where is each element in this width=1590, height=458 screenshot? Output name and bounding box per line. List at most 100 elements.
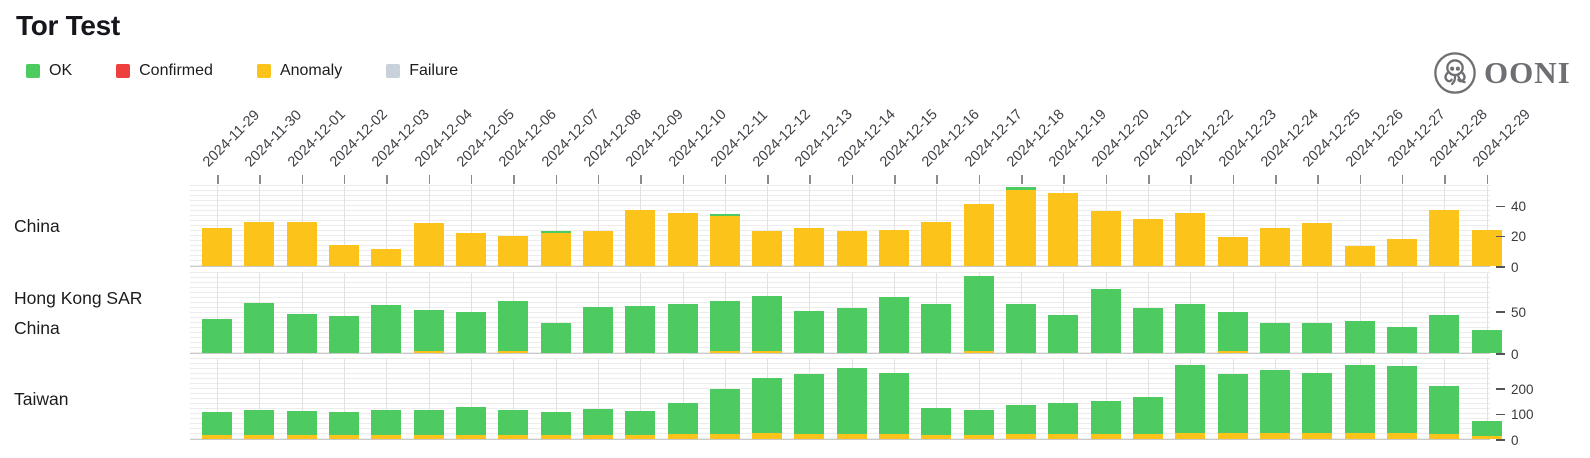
bar[interactable]	[667, 212, 698, 266]
bar[interactable]	[1090, 289, 1121, 353]
bar[interactable]	[625, 306, 656, 353]
bar[interactable]	[1217, 374, 1248, 439]
bar[interactable]	[667, 403, 698, 439]
bar[interactable]	[1429, 315, 1460, 353]
bar[interactable]	[1006, 187, 1037, 266]
bar[interactable]	[286, 313, 317, 353]
bar[interactable]	[794, 228, 825, 266]
bar[interactable]	[455, 312, 486, 353]
bar[interactable]	[963, 409, 994, 439]
bar[interactable]	[1090, 211, 1121, 266]
bar[interactable]	[328, 244, 359, 266]
bar[interactable]	[1471, 229, 1502, 266]
bar[interactable]	[540, 231, 571, 266]
bar[interactable]	[1344, 365, 1375, 439]
bar[interactable]	[455, 407, 486, 439]
bar[interactable]	[413, 409, 444, 439]
bar[interactable]	[709, 301, 740, 353]
bar[interactable]	[1302, 223, 1333, 266]
bar[interactable]	[371, 249, 402, 266]
bar[interactable]	[1090, 400, 1121, 439]
bar[interactable]	[1344, 321, 1375, 353]
bar[interactable]	[582, 231, 613, 266]
bar[interactable]	[1302, 322, 1333, 353]
bar[interactable]	[1471, 329, 1502, 353]
bar[interactable]	[1260, 322, 1290, 353]
bar[interactable]	[836, 231, 867, 266]
bar[interactable]	[921, 221, 952, 266]
bar[interactable]	[1133, 218, 1164, 266]
gridline-vertical	[1401, 186, 1403, 266]
bar[interactable]	[582, 409, 613, 439]
bar[interactable]	[963, 203, 994, 266]
ooni-logo[interactable]: OONI	[1432, 50, 1571, 96]
bar[interactable]	[879, 296, 910, 353]
bar[interactable]	[752, 377, 783, 439]
bar[interactable]	[1302, 372, 1333, 439]
bar[interactable]	[371, 409, 402, 439]
bar[interactable]	[794, 311, 825, 353]
bar[interactable]	[1133, 307, 1164, 353]
bar[interactable]	[625, 209, 656, 266]
bar[interactable]	[540, 411, 571, 439]
bar[interactable]	[1260, 370, 1290, 439]
bar[interactable]	[1175, 304, 1206, 353]
bar[interactable]	[413, 310, 444, 353]
bar[interactable]	[1386, 327, 1417, 353]
bar[interactable]	[202, 318, 232, 353]
bar[interactable]	[1217, 237, 1248, 266]
bar[interactable]	[921, 304, 952, 353]
bar[interactable]	[244, 221, 275, 266]
bar[interactable]	[286, 221, 317, 266]
bar[interactable]	[921, 408, 952, 439]
bar[interactable]	[1471, 420, 1502, 439]
bar[interactable]	[1217, 312, 1248, 353]
bar[interactable]	[244, 409, 275, 439]
bar[interactable]	[498, 301, 529, 353]
bar[interactable]	[1175, 212, 1206, 266]
bar[interactable]	[963, 276, 994, 353]
bar[interactable]	[202, 412, 232, 439]
bar[interactable]	[1048, 403, 1079, 439]
y-axis-value: 0	[1511, 259, 1519, 275]
bar[interactable]	[625, 411, 656, 439]
bar[interactable]	[498, 235, 529, 266]
bar[interactable]	[836, 367, 867, 439]
bar[interactable]	[1429, 209, 1460, 266]
bar[interactable]	[413, 223, 444, 266]
bar[interactable]	[455, 232, 486, 266]
bar-segment-anomaly	[836, 231, 867, 266]
bar[interactable]	[1048, 315, 1079, 353]
date-tick	[217, 175, 219, 184]
bar[interactable]	[1175, 365, 1206, 439]
bar[interactable]	[1386, 365, 1417, 439]
bar[interactable]	[328, 411, 359, 439]
bar[interactable]	[667, 304, 698, 353]
bar[interactable]	[540, 322, 571, 353]
bar-segment-anomaly	[328, 435, 359, 439]
bar[interactable]	[244, 302, 275, 353]
bar[interactable]	[879, 373, 910, 439]
bar[interactable]	[1133, 397, 1164, 439]
bar[interactable]	[286, 410, 317, 439]
bar[interactable]	[1260, 228, 1290, 266]
bar[interactable]	[1386, 238, 1417, 266]
bar[interactable]	[709, 214, 740, 266]
bar[interactable]	[879, 229, 910, 266]
bar[interactable]	[709, 389, 740, 439]
bar[interactable]	[202, 228, 232, 266]
bar[interactable]	[794, 374, 825, 439]
bar[interactable]	[1006, 303, 1037, 353]
bar[interactable]	[1048, 193, 1079, 266]
bar[interactable]	[498, 409, 529, 439]
bar[interactable]	[1429, 386, 1460, 439]
bar[interactable]	[371, 305, 402, 353]
gridline-vertical	[851, 186, 853, 266]
bar[interactable]	[836, 307, 867, 353]
bar[interactable]	[752, 296, 783, 353]
bar[interactable]	[1006, 404, 1037, 439]
bar[interactable]	[328, 316, 359, 353]
bar[interactable]	[1344, 246, 1375, 266]
bar[interactable]	[752, 231, 783, 266]
bar[interactable]	[582, 306, 613, 353]
